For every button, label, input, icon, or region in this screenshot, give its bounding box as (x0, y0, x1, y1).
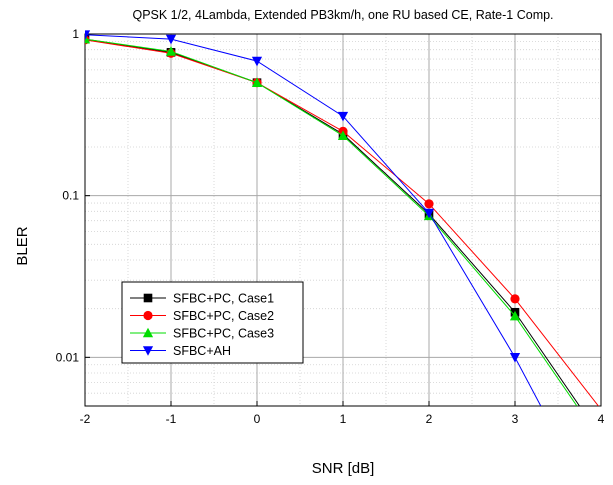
legend-item: SFBC+PC, Case3 (130, 327, 274, 341)
x-tick-label: -2 (80, 412, 91, 426)
x-axis-label: SNR [dB] (312, 460, 375, 477)
data-point (424, 199, 434, 209)
series-layer (85, 30, 599, 406)
x-tick-label: 1 (340, 412, 347, 426)
grid-lines (85, 34, 601, 406)
data-point (509, 310, 521, 321)
legend-marker (143, 310, 153, 321)
data-point (337, 130, 349, 140)
data-point (337, 111, 349, 122)
legend-marker (142, 346, 154, 356)
x-tick-label: -1 (166, 412, 177, 426)
legend-label: SFBC+PC, Case1 (173, 292, 274, 306)
y-tick-label: 0.01 (56, 350, 80, 364)
series-3 (85, 33, 578, 406)
series-4 (85, 30, 542, 406)
x-tick-label: 3 (512, 412, 519, 426)
legend-item: SFBC+AH (130, 344, 231, 358)
data-point (251, 77, 263, 87)
legend-label: SFBC+PC, Case3 (173, 327, 274, 341)
data-point (509, 353, 521, 363)
legend-label: SFBC+PC, Case2 (173, 309, 274, 323)
legend-item: SFBC+PC, Case2 (130, 309, 274, 323)
axis-ticks: -2 -1 0 1 2 3 4 1 0.1 0.01 (56, 27, 605, 426)
data-point (165, 34, 177, 45)
legend-marker (143, 293, 153, 303)
data-point (165, 46, 177, 56)
legend: SFBC+PC, Case1 SFBC+PC, Case2 SFBC+PC, Cas… (121, 281, 304, 364)
chart-title: QPSK 1/2, 4Lambda, Extended PB3km/h, one… (132, 8, 553, 22)
legend-item: SFBC+PC, Case1 (130, 292, 274, 306)
data-point (85, 33, 91, 44)
legend-label: SFBC+AH (173, 344, 231, 358)
y-tick-label: 0.1 (62, 189, 79, 203)
data-point (251, 56, 263, 67)
legend-marker (142, 327, 154, 338)
x-tick-label: 4 (598, 412, 605, 426)
x-tick-label: 0 (254, 412, 261, 426)
data-point (85, 30, 91, 41)
x-tick-label: 2 (426, 412, 433, 426)
y-tick-label: 1 (72, 27, 79, 41)
data-point (423, 208, 435, 219)
data-point (510, 294, 520, 304)
y-axis-label: BLER (14, 226, 31, 265)
